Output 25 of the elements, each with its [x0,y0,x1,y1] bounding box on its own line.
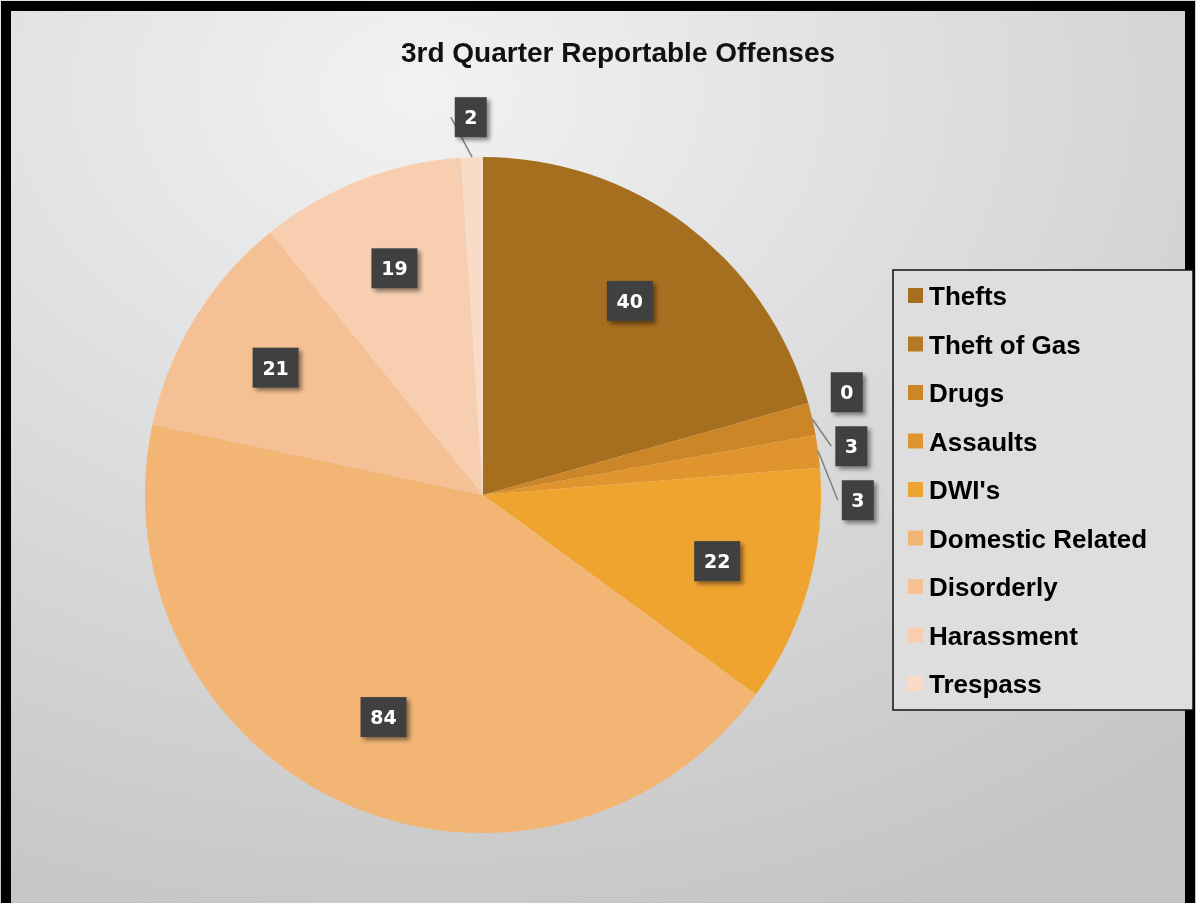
pie-slice [145,424,756,833]
legend-label: Disorderly [929,572,1059,602]
data-label: 19 [381,257,408,280]
data-label: 3 [844,435,858,458]
pie-slice [483,435,820,495]
data-label: 3 [851,489,865,512]
data-label: 21 [262,356,289,379]
pie-slice [483,403,816,495]
legend-label: DWI's [929,475,1001,505]
legend-label: Thefts [929,281,1007,311]
data-label: 2 [464,106,478,129]
chart-title: 3rd Quarter Reportable Offenses [400,37,836,68]
legend-label: Trespass [929,669,1042,699]
legend-label: Assaults [929,426,1038,457]
pie-slice [483,467,821,695]
data-label: 40 [616,289,644,312]
data-label: 84 [370,706,397,729]
legend-label: Harassment [929,620,1079,651]
legend-label: Drugs [929,378,1005,408]
pie-slice [152,232,483,495]
text: 0 [840,381,854,404]
legend-label: Theft of Gas [929,329,1081,360]
pie-slice [483,157,809,495]
legend-label: Domestic Related [929,523,1148,554]
data-label: 22 [703,550,731,573]
